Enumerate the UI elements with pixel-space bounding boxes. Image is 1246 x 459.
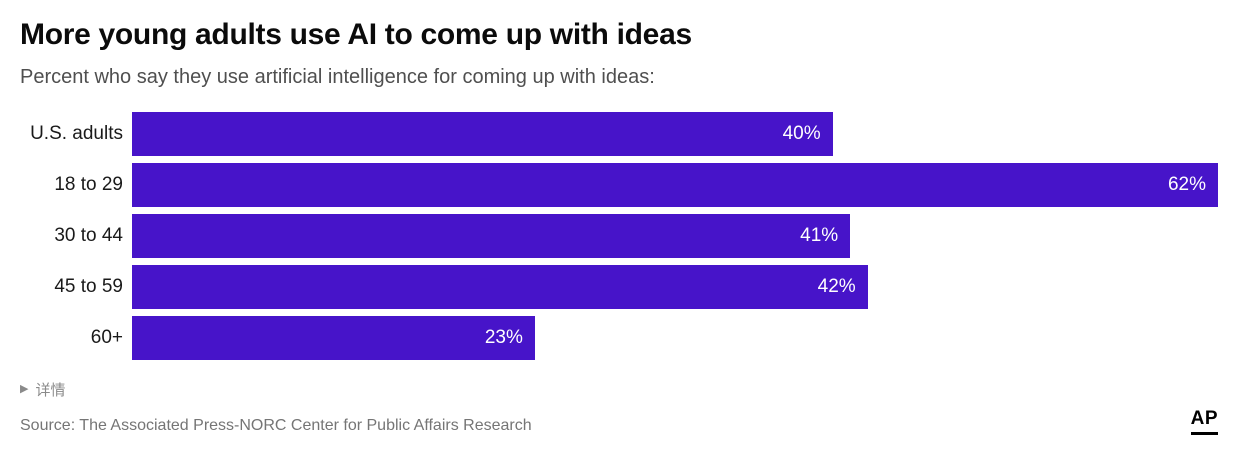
details-toggle[interactable]: ▶ 详情 <box>20 379 1218 400</box>
bar-track: 23% <box>132 316 1218 360</box>
bar-row: 60+ 23% <box>20 316 1218 360</box>
bar-track: 42% <box>132 265 1218 309</box>
bar: 41% <box>132 214 851 258</box>
chart-subtitle: Percent who say they use artificial inte… <box>20 66 655 88</box>
category-label: 60+ <box>90 327 123 348</box>
value-label: 41% <box>800 225 839 246</box>
bar-row: 45 to 59 42% <box>20 265 1218 309</box>
category-label: 30 to 44 <box>54 225 123 246</box>
bar: 42% <box>132 265 868 309</box>
disclosure-triangle-icon: ▶ <box>20 383 29 395</box>
ap-logo: AP <box>1190 408 1218 435</box>
details-summary[interactable]: ▶ 详情 <box>20 379 1218 400</box>
category-label: 18 to 29 <box>54 174 123 195</box>
bar-row: 30 to 44 41% <box>20 214 1218 258</box>
footer: Source: The Associated Press-NORC Center… <box>20 408 1218 437</box>
source-text: Source: The Associated Press-NORC Center… <box>20 417 532 434</box>
value-label: 23% <box>484 327 523 348</box>
details-label: 详情 <box>35 382 66 399</box>
bar-row: 18 to 29 62% <box>20 163 1218 207</box>
bar: 40% <box>132 112 833 156</box>
category-label: 45 to 59 <box>54 276 123 297</box>
bar-row: U.S. adults 40% <box>20 112 1218 156</box>
bar-chart: U.S. adults 40% 18 to 29 62% 30 to 44 41% 45 t… <box>20 112 1218 367</box>
bar-track: 62% <box>132 163 1218 207</box>
value-label: 40% <box>782 123 821 144</box>
bar: 23% <box>132 316 535 360</box>
bar-track: 40% <box>132 112 1218 156</box>
category-label: U.S. adults <box>30 123 123 144</box>
value-label: 62% <box>1167 174 1206 195</box>
value-label: 42% <box>817 276 856 297</box>
bar-track: 41% <box>132 214 1218 258</box>
chart-title: More young adults use AI to come up with… <box>20 18 692 51</box>
bar: 62% <box>132 163 1218 207</box>
